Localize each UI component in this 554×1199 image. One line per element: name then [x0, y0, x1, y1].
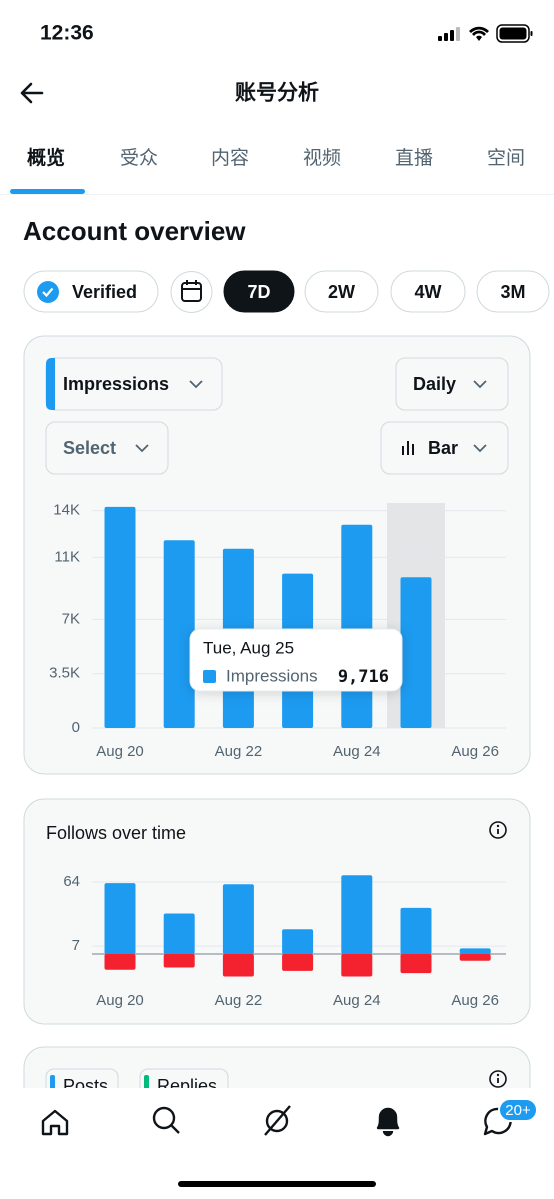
tooltip-box — [189, 628, 403, 692]
status-icons — [438, 24, 533, 43]
bar — [163, 954, 195, 968]
bar — [459, 954, 491, 961]
calendar-icon — [181, 280, 202, 302]
tab[interactable]: 视频 — [303, 147, 341, 169]
verified-badge — [37, 281, 59, 303]
bar — [400, 907, 432, 954]
chevron — [473, 444, 487, 453]
chevron — [135, 444, 149, 453]
y-tick-label: 3.5K — [49, 665, 80, 682]
tooltip-title: Tue, Aug 25 — [203, 638, 294, 657]
range-label: 3M — [500, 282, 525, 302]
bar — [104, 954, 136, 970]
back-button[interactable] — [20, 82, 44, 104]
bar — [104, 883, 136, 954]
chevron — [473, 380, 487, 389]
tab[interactable]: 直播 — [395, 147, 433, 169]
bell-clapper — [382, 1130, 394, 1137]
tab[interactable]: 概览 — [27, 146, 65, 169]
interval-label: Daily — [413, 374, 456, 394]
bar — [400, 577, 432, 728]
verified-chip[interactable] — [23, 270, 159, 313]
info-icon[interactable] — [489, 821, 507, 839]
search-icon[interactable] — [152, 1106, 180, 1134]
bar — [341, 524, 373, 728]
select-label: Select — [63, 438, 116, 458]
bar — [104, 506, 136, 728]
chart-title: Follows over time — [46, 823, 186, 843]
verified-label: Verified — [72, 282, 137, 302]
bar — [163, 540, 195, 728]
bar — [459, 948, 491, 954]
range-chip[interactable] — [304, 270, 379, 313]
tab[interactable]: 空间 — [487, 147, 525, 169]
x-tick-label: Aug 26 — [451, 992, 499, 1009]
y-tick-label: 7 — [72, 937, 80, 954]
tooltip: Tue, Aug 25 Impressions 9,716 — [189, 628, 403, 692]
tooltip-value: 9,716 — [338, 667, 389, 687]
range-label: 2W — [328, 282, 355, 302]
select-dropdown[interactable] — [45, 421, 169, 475]
x-tick-label: Aug 26 — [451, 743, 499, 760]
bar — [222, 954, 254, 977]
badge — [498, 1098, 538, 1122]
notifications-icon[interactable] — [376, 1107, 400, 1130]
bottom-nav — [0, 1088, 554, 1199]
header-title: 账号分析 — [235, 81, 319, 105]
x-tick-label: Aug 24 — [333, 743, 381, 760]
y-tick-label: 7K — [62, 610, 80, 627]
info-icon[interactable] — [489, 1070, 507, 1088]
calendar-button[interactable] — [170, 271, 213, 313]
range-chip[interactable] — [476, 270, 550, 313]
range-label: 4W — [415, 282, 442, 302]
range-chip[interactable] — [390, 270, 466, 313]
metric-accent — [46, 358, 55, 410]
bar — [400, 954, 432, 974]
y-tick-label: 14K — [53, 502, 80, 519]
time: 12:36 — [40, 22, 94, 45]
x-tick-label: Aug 20 — [96, 992, 144, 1009]
interval-dropdown[interactable] — [395, 357, 509, 411]
x-tick-label: Aug 24 — [333, 992, 381, 1009]
bar — [163, 913, 195, 954]
badge-count: 20+ — [505, 1102, 531, 1119]
grok-icon[interactable] — [264, 1105, 291, 1136]
bar — [341, 954, 373, 977]
bar — [282, 929, 314, 954]
range-chip[interactable] — [223, 270, 295, 313]
metric-label: Impressions — [63, 374, 169, 394]
bar-icon — [402, 441, 414, 455]
chart-kind-dropdown[interactable] — [380, 421, 509, 475]
tooltip-swatch — [203, 670, 216, 683]
chevron — [189, 380, 203, 389]
chart-kind-label: Bar — [428, 438, 458, 458]
x-tick-label: Aug 20 — [96, 743, 144, 760]
bar — [222, 884, 254, 954]
x-tick-label: Aug 22 — [215, 992, 263, 1009]
y-tick-label: 0 — [72, 719, 80, 736]
x-tick-label: Aug 22 — [215, 743, 263, 760]
check — [42, 287, 54, 298]
bar — [341, 875, 373, 954]
home-icon[interactable] — [41, 1109, 69, 1136]
y-tick-label: 11K — [54, 548, 80, 565]
range-label: 7D — [247, 282, 270, 302]
tab[interactable]: 内容 — [211, 147, 249, 169]
y-tick-label: 64 — [63, 873, 80, 890]
section-title: Account overview — [23, 216, 246, 246]
tab-indicator — [10, 189, 85, 194]
tab[interactable]: 受众 — [120, 147, 158, 169]
home-indicator — [178, 1181, 376, 1187]
bar — [282, 954, 314, 971]
tooltip-series: Impressions — [226, 666, 318, 685]
